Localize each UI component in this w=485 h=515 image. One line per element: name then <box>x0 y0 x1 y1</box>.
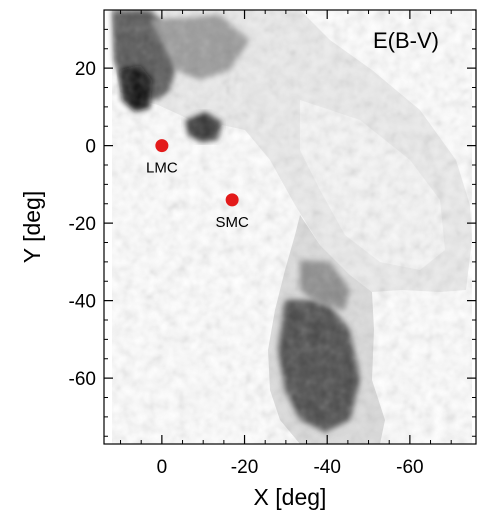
smc-marker <box>225 193 239 207</box>
x-tick-label: -60 <box>396 457 423 478</box>
y-tick-label: -60 <box>69 369 96 390</box>
x-axis-label: X [deg] <box>254 484 327 510</box>
axis-ticks <box>104 10 476 444</box>
y-tick-label: -40 <box>69 292 96 313</box>
x-tick-label: -20 <box>231 457 258 478</box>
y-axis-label: Y [deg] <box>19 191 45 263</box>
x-tick-label: -40 <box>313 457 340 478</box>
lmc-marker <box>155 139 169 153</box>
y-tick-label: -20 <box>69 214 96 235</box>
heatmap-layer <box>112 10 472 444</box>
x-tick-label: 0 <box>157 457 168 478</box>
plot-frame <box>103 9 477 445</box>
map-title: E(B-V) <box>373 28 439 53</box>
y-tick-label: 0 <box>85 137 96 158</box>
smc-label: SMC <box>215 214 249 231</box>
heatmap-texture <box>112 10 472 444</box>
object-markers: LMC SMC <box>146 139 249 231</box>
axis-tick-labels: 0 -20 -40 -60 20 0 -20 -40 -60 <box>69 59 424 478</box>
lmc-label: LMC <box>146 160 178 177</box>
y-tick-label: 20 <box>75 59 96 80</box>
